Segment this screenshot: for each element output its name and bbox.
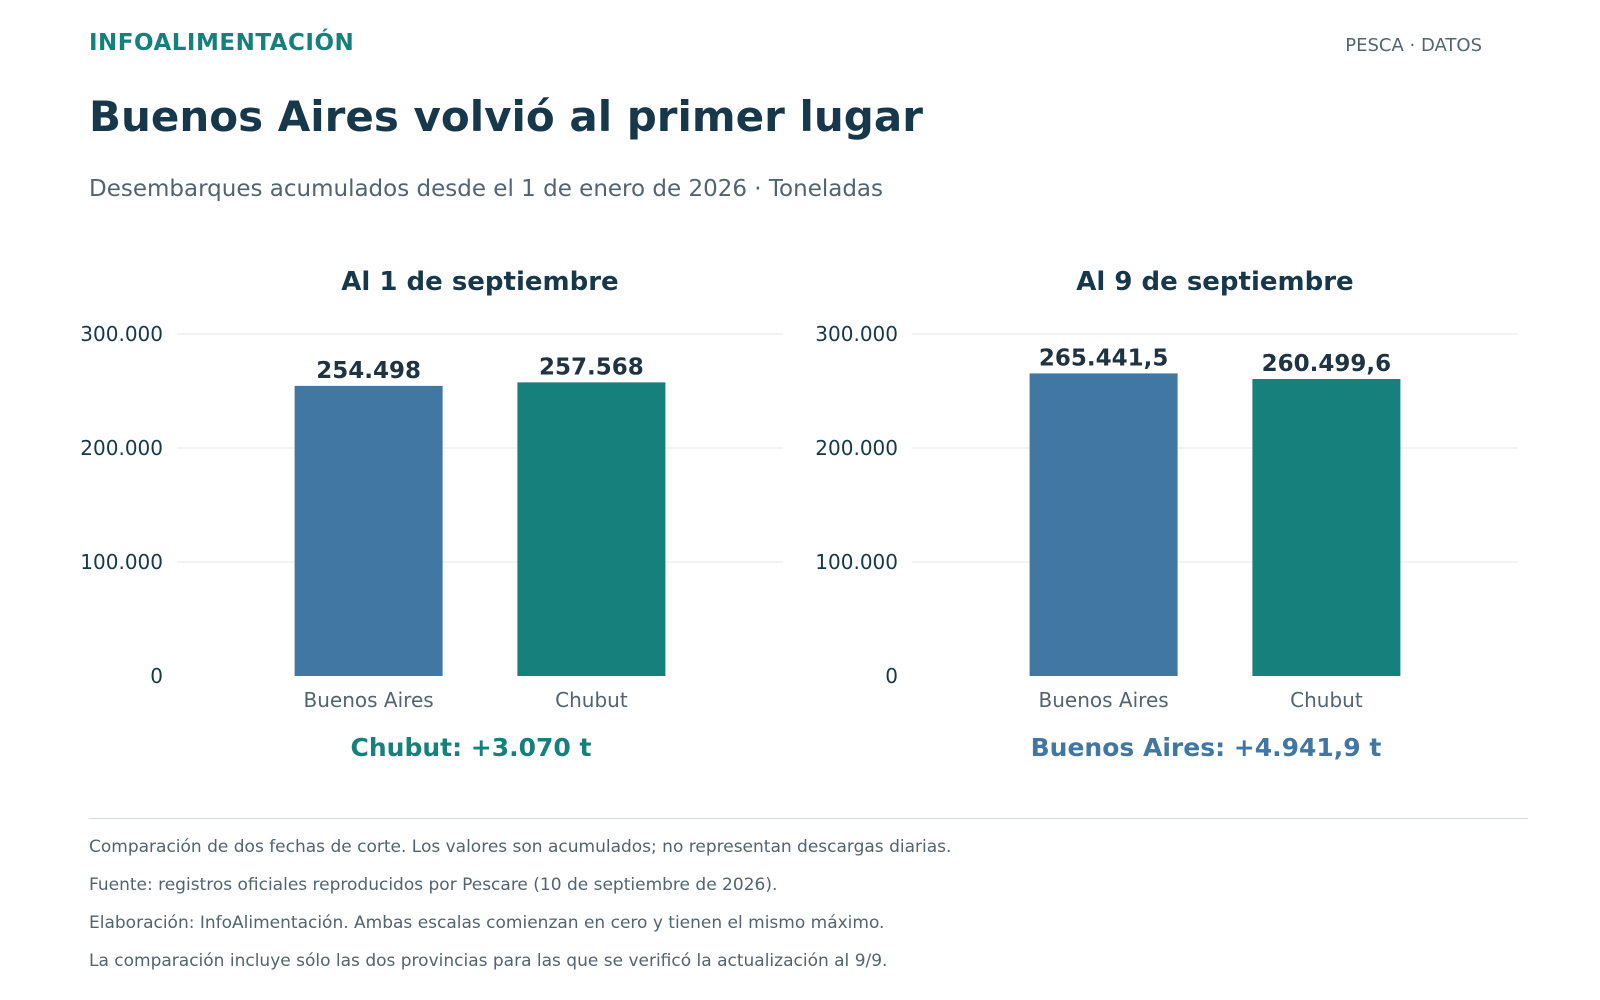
y-tick-label: 200.000 bbox=[815, 436, 898, 460]
chart-title: Al 1 de septiembre bbox=[341, 267, 618, 297]
y-tick-label: 100.000 bbox=[80, 550, 163, 574]
bar bbox=[517, 382, 666, 676]
x-tick-label: Chubut bbox=[1290, 688, 1363, 712]
x-tick-label: Buenos Aires bbox=[304, 688, 434, 712]
page-subtitle: Desembarques acumulados desde el 1 de en… bbox=[89, 176, 884, 202]
footer-note: Fuente: registros oficiales reproducidos… bbox=[89, 875, 778, 895]
bar bbox=[1029, 373, 1178, 676]
footer-note: La comparación incluye sólo las dos prov… bbox=[89, 951, 888, 971]
y-tick-label: 0 bbox=[150, 664, 163, 688]
y-tick-label: 0 bbox=[885, 664, 898, 688]
bar-value-label: 254.498 bbox=[316, 358, 421, 384]
difference-annotation: Chubut: +3.070 t bbox=[351, 733, 592, 762]
chart-title: Al 9 de septiembre bbox=[1076, 267, 1353, 297]
y-tick-label: 300.000 bbox=[815, 322, 898, 346]
difference-annotation: Buenos Aires: +4.941,9 t bbox=[1031, 733, 1382, 762]
x-tick-label: Chubut bbox=[555, 688, 628, 712]
footer-note: Elaboración: InfoAlimentación. Ambas esc… bbox=[89, 913, 885, 933]
bar bbox=[294, 385, 443, 676]
x-tick-label: Buenos Aires bbox=[1039, 688, 1169, 712]
y-tick-label: 200.000 bbox=[80, 436, 163, 460]
bar-value-label: 265.441,5 bbox=[1039, 345, 1169, 371]
page-title: Buenos Aires volvió al primer lugar bbox=[89, 92, 923, 141]
bar-value-label: 257.568 bbox=[539, 354, 644, 380]
divider bbox=[89, 818, 1528, 819]
footer-notes: Comparación de dos fechas de corte. Los … bbox=[89, 838, 951, 990]
y-tick-label: 100.000 bbox=[815, 550, 898, 574]
y-tick-label: 300.000 bbox=[80, 322, 163, 346]
section-tag[interactable]: PESCA · DATOS bbox=[1345, 35, 1482, 56]
bar bbox=[1252, 379, 1401, 676]
footer-note: Comparación de dos fechas de corte. Los … bbox=[89, 837, 952, 857]
brand-logo[interactable]: INFOALIMENTACIÓN bbox=[89, 30, 355, 56]
bar-value-label: 260.499,6 bbox=[1262, 351, 1392, 377]
